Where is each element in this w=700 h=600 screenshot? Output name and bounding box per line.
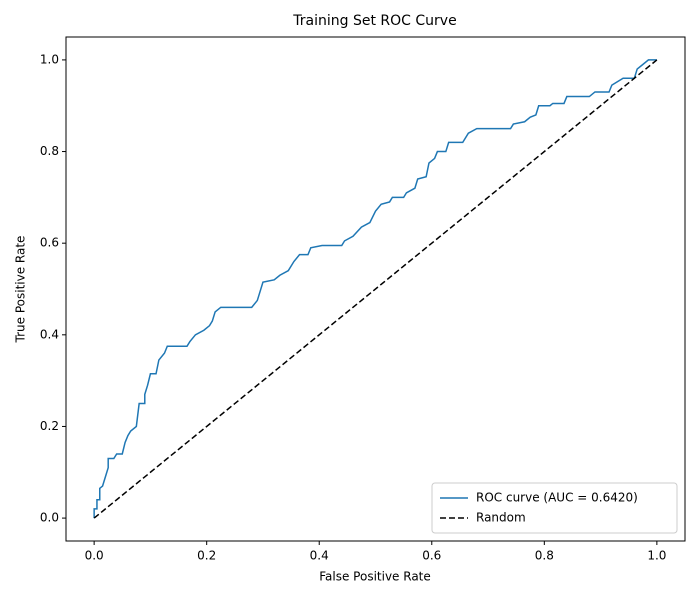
x-tick-label: 0.2 — [197, 549, 216, 563]
series-line — [93, 59, 658, 519]
legend-box — [431, 482, 678, 534]
axes-frame — [65, 36, 686, 542]
x-tick-label: 1.0 — [647, 549, 666, 563]
x-tick-label: 0.8 — [535, 549, 554, 563]
y-tick-label: 0.4 — [40, 327, 59, 341]
series-line — [93, 59, 657, 519]
legend-label: ROC curve (AUC = 0.6420) — [476, 491, 638, 505]
y-tick-label: 0.8 — [40, 144, 59, 158]
x-tick-label: 0.0 — [85, 549, 104, 563]
legend-label: Random — [476, 511, 526, 525]
y-tick-label: 0.6 — [40, 236, 59, 250]
x-axis-label: False Positive Rate — [319, 570, 431, 584]
y-tick-label: 0.2 — [40, 419, 59, 433]
x-tick-label: 0.4 — [310, 549, 329, 563]
y-tick-label: 0.0 — [40, 511, 59, 525]
y-tick-label: 1.0 — [40, 52, 59, 66]
chart-title: Training Set ROC Curve — [292, 13, 456, 29]
x-tick-label: 0.6 — [422, 549, 441, 563]
y-axis-label: True Positive Rate — [14, 236, 28, 344]
